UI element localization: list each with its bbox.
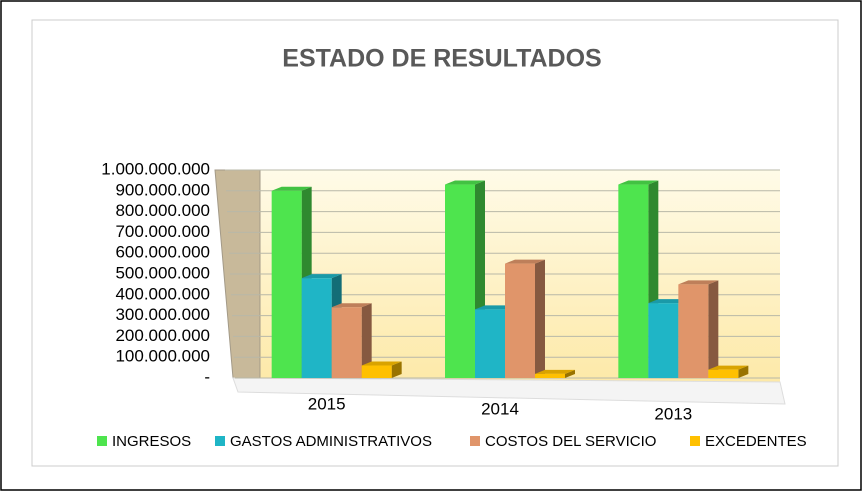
x-tick-label: 2013 — [654, 404, 692, 423]
bar-top — [678, 280, 719, 285]
y-tick-label: - — [204, 367, 210, 386]
legend-label: GASTOS ADMINISTRATIVOS — [230, 433, 432, 450]
legend-label: EXCEDENTES — [705, 433, 807, 450]
bar-top — [618, 180, 659, 185]
bar-top — [535, 369, 575, 374]
bar-top — [505, 259, 545, 264]
bar-side — [535, 259, 545, 378]
bar — [648, 303, 679, 378]
bar — [271, 190, 302, 378]
bar-side — [391, 361, 402, 378]
chart-title: ESTADO DE RESULTADOS — [282, 45, 601, 73]
bar-side — [565, 369, 575, 378]
bar — [361, 365, 392, 378]
y-tick-label: 700.000.000 — [115, 222, 210, 241]
bar — [708, 369, 739, 378]
bar-side — [738, 365, 749, 378]
bar — [331, 307, 362, 378]
y-tick-label: 1.000.000.000 — [101, 159, 210, 178]
y-tick-label: 300.000.000 — [115, 305, 210, 324]
y-tick-label: 200.000.000 — [115, 326, 210, 345]
y-tick-label: 500.000.000 — [115, 263, 210, 282]
legend-swatch — [470, 436, 480, 446]
legend-swatch — [690, 436, 700, 446]
bar-top — [271, 186, 312, 191]
bar-side — [361, 303, 372, 378]
bar-top — [445, 180, 485, 185]
bar-top — [708, 365, 749, 370]
bar-top — [301, 274, 342, 279]
y-tick-label: 800.000.000 — [115, 201, 210, 220]
y-tick-label: 900.000.000 — [115, 180, 210, 199]
bar — [301, 278, 332, 378]
bar — [445, 184, 475, 378]
bar — [678, 284, 709, 378]
y-tick-label: 600.000.000 — [115, 243, 210, 262]
bar-top — [331, 303, 372, 308]
legend-label: INGRESOS — [112, 433, 191, 450]
y-tick-label: 100.000.000 — [115, 347, 210, 366]
bar — [535, 373, 565, 378]
bar — [475, 309, 505, 378]
bar — [618, 184, 649, 378]
x-tick-label: 2015 — [308, 394, 346, 413]
x-tick-label: 2014 — [481, 399, 519, 418]
y-tick-label: 400.000.000 — [115, 284, 210, 303]
legend-swatch — [215, 436, 225, 446]
legend-label: COSTOS DEL SERVICIO — [485, 433, 656, 450]
bar — [505, 263, 535, 378]
legend-swatch — [97, 436, 107, 446]
bar-top — [361, 361, 402, 366]
bar-side — [708, 280, 719, 378]
